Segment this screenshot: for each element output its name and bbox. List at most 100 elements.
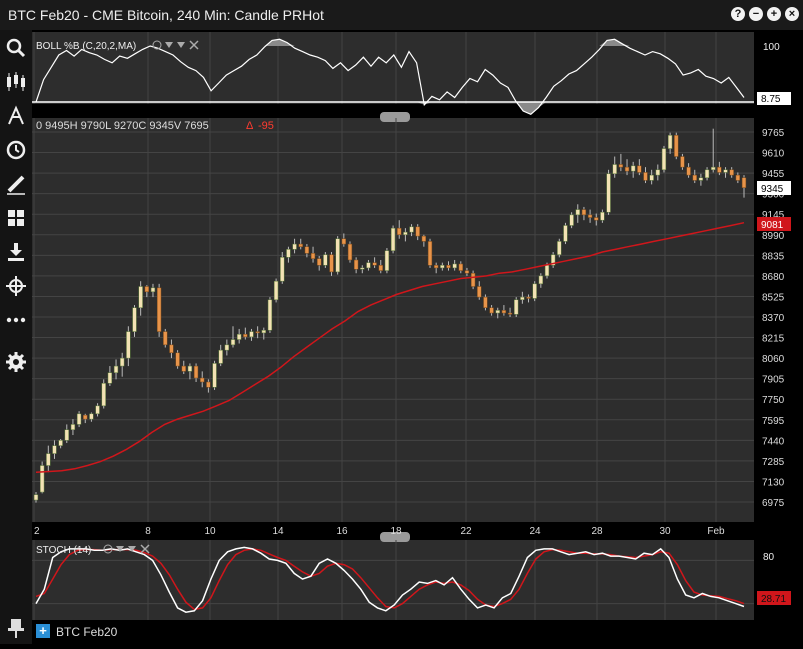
candle — [692, 174, 697, 181]
candle — [674, 135, 679, 157]
candle — [446, 265, 451, 269]
dropdown-icon[interactable] — [177, 42, 185, 48]
candle — [323, 254, 328, 266]
price-tick-label: 9300 — [762, 190, 785, 201]
candle — [729, 169, 734, 176]
candle — [52, 445, 57, 454]
chevron-down-icon[interactable] — [165, 42, 173, 48]
candle — [58, 440, 63, 446]
candle — [717, 166, 722, 173]
boll-axis-label: 100 — [763, 42, 780, 53]
candle — [230, 339, 236, 346]
candle — [606, 173, 611, 213]
candle — [618, 164, 624, 168]
candle — [243, 333, 248, 338]
candle — [249, 331, 254, 338]
time-tick-label: 2 — [34, 526, 40, 537]
pencil-icon[interactable] — [4, 172, 28, 196]
candle — [156, 287, 162, 332]
minimize-button[interactable]: − — [749, 7, 763, 21]
close-icon[interactable] — [189, 40, 199, 50]
candle — [489, 307, 494, 314]
candle — [212, 363, 217, 388]
candle — [440, 265, 445, 269]
candle — [501, 310, 507, 314]
window-title: BTC Feb20 - CME Bitcoin, 240 Min: Candle… — [8, 7, 324, 23]
candle — [655, 169, 660, 176]
candle — [273, 280, 279, 301]
candle — [698, 177, 704, 181]
candle — [600, 211, 605, 221]
candle — [317, 258, 322, 266]
stoch-axis-label: 80 — [763, 552, 775, 563]
price-tick-label: 9765 — [762, 128, 785, 139]
candle — [101, 383, 106, 407]
ohlc-label: 0 9495H 9790L 9270C 9345V 7695 — [36, 120, 209, 132]
candle — [704, 169, 710, 179]
settings-gear-icon[interactable] — [4, 350, 28, 374]
layout-grid-icon[interactable] — [4, 206, 28, 230]
price-tick-label: 7595 — [762, 416, 785, 427]
help-button[interactable]: ? — [731, 7, 745, 21]
candle — [286, 249, 291, 258]
clock-icon[interactable] — [4, 138, 28, 162]
stoch-resize-handle[interactable] — [380, 532, 410, 542]
stoch-close-icon[interactable] — [140, 544, 150, 554]
boll-value-box — [757, 92, 791, 105]
stoch-chevron-icon[interactable] — [116, 546, 124, 552]
price-tick-label: 7440 — [762, 436, 785, 447]
boll-resize-handle[interactable] — [380, 112, 410, 122]
candle — [526, 296, 531, 299]
candle — [280, 257, 285, 282]
candle — [532, 283, 537, 299]
boll-line — [35, 38, 745, 116]
crosshair-icon[interactable] — [4, 274, 28, 298]
stoch-eye-icon[interactable] — [103, 544, 113, 554]
close-button[interactable]: × — [785, 7, 799, 21]
search-icon[interactable] — [4, 36, 28, 60]
time-tick-label: 16 — [336, 526, 348, 537]
candle — [372, 262, 377, 266]
boll-controls[interactable] — [152, 40, 199, 50]
chart-area[interactable]: 9765 9610 9455 9300 9145 8990 8835 8680 8525 8370… — [32, 32, 803, 620]
boll-label: BOLL %B (C,20,2,MA) — [36, 41, 136, 52]
candle — [163, 331, 168, 346]
stoch-controls[interactable] — [103, 544, 150, 554]
more-icon[interactable] — [4, 308, 28, 332]
candle — [569, 214, 574, 226]
candle — [581, 209, 587, 216]
time-tick-label: 14 — [272, 526, 284, 537]
price-tick-label: 8680 — [762, 272, 785, 283]
candle — [138, 286, 143, 308]
chart-tab[interactable]: BTC Feb20 — [56, 625, 118, 639]
candle — [292, 243, 297, 250]
moving-average-line — [35, 221, 745, 473]
candle — [421, 235, 427, 242]
candlestick-icon[interactable] — [4, 70, 28, 94]
candle — [483, 296, 488, 308]
download-icon[interactable] — [4, 240, 28, 264]
stoch-label: STOCH (14) — [36, 545, 91, 556]
last-price: 9345 — [761, 184, 784, 195]
ma-value-box — [757, 217, 791, 231]
candle — [507, 312, 513, 315]
tool-sidebar — [0, 30, 32, 644]
time-axis — [32, 522, 754, 540]
candle — [661, 148, 667, 171]
eye-icon[interactable] — [152, 40, 162, 50]
plus-icon[interactable]: + — [36, 624, 50, 638]
candle — [347, 243, 353, 261]
candle — [464, 270, 470, 274]
price-tick-label: 9610 — [762, 149, 785, 160]
pin-icon[interactable] — [4, 616, 28, 640]
candle — [434, 265, 439, 269]
maximize-button[interactable]: + — [767, 7, 781, 21]
stoch-dropdown-icon[interactable] — [128, 546, 136, 552]
drawing-tool-icon[interactable] — [4, 104, 28, 128]
candle — [667, 135, 673, 149]
price-tick-label: 8835 — [762, 251, 785, 262]
price-panel — [32, 118, 754, 522]
candle — [187, 365, 193, 372]
candle — [390, 227, 396, 251]
candle — [224, 344, 230, 351]
